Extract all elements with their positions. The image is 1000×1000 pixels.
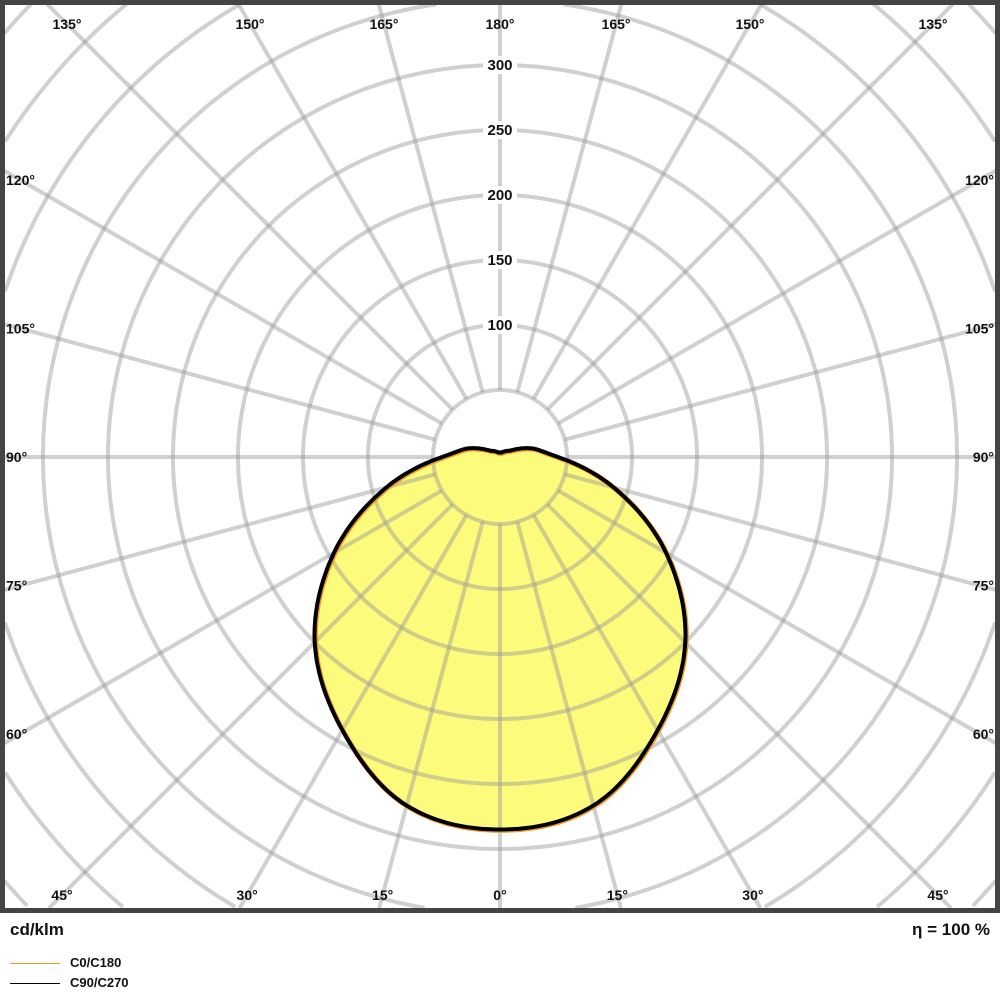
angle-label: 30°: [742, 887, 763, 903]
angle-label: 15°: [607, 887, 628, 903]
radial-tick-label: 150: [487, 252, 512, 269]
angle-label: 180°: [486, 16, 515, 32]
grid-radial-line: [4, 322, 436, 442]
grid-radial-line: [557, 168, 996, 426]
radial-tick-label: 300: [487, 57, 512, 74]
angle-label: 45°: [51, 887, 72, 903]
angle-label: 120°: [6, 172, 35, 188]
angle-label: 165°: [602, 16, 631, 32]
efficiency-label: η = 100 %: [912, 920, 990, 939]
grid-radial-line: [545, 4, 955, 412]
intensity-fill-area: [314, 448, 686, 830]
angle-label: 60°: [6, 726, 27, 742]
legend-label-c90: C90/C270: [70, 975, 129, 990]
angle-label: 105°: [6, 320, 35, 336]
angle-label: 75°: [973, 578, 994, 594]
grid-circle: [4, 4, 996, 908]
radial-tick-bg: [483, 121, 517, 139]
grid-radial-line: [515, 4, 624, 393]
radial-tick-bg: [483, 316, 517, 334]
angle-label: 135°: [919, 16, 948, 32]
grid-radial-line: [545, 502, 953, 908]
angle-label: 45°: [927, 887, 948, 903]
radial-tick-bg: [483, 56, 517, 74]
grid-circle: [431, 388, 569, 526]
grid-radial-line: [515, 521, 623, 908]
angle-label: 75°: [6, 578, 27, 594]
radial-tick-bg: [483, 186, 517, 204]
grid-radial-line: [564, 322, 996, 442]
angle-label: 90°: [6, 449, 27, 465]
grid-radial-line: [236, 4, 469, 400]
grid-circle: [4, 4, 996, 908]
grid-radial-line: [45, 4, 455, 412]
angle-label: 150°: [236, 16, 265, 32]
grid-radial-line: [564, 472, 996, 592]
angle-label: 150°: [736, 16, 765, 32]
grid-radial-line: [531, 514, 763, 908]
angle-label: 90°: [973, 449, 994, 465]
radial-tick-label: 250: [487, 122, 512, 139]
grid-radial-line: [4, 488, 443, 746]
angle-label: 30°: [237, 887, 258, 903]
legend-swatch-c0: [10, 963, 60, 965]
radial-tick-bg: [483, 251, 517, 269]
grid-radial-line: [237, 514, 469, 908]
chart-frame: [0, 0, 1000, 913]
grid-circle: [41, 4, 959, 908]
angle-label: 105°: [965, 320, 994, 336]
legend-swatch-c90: [10, 983, 60, 985]
grid-circle: [4, 4, 996, 908]
angle-label: 165°: [369, 16, 398, 32]
grid-radial-line: [557, 488, 996, 746]
grid-radial-line: [4, 472, 436, 592]
grid-radial-line: [4, 168, 443, 426]
unit-label: cd/klm: [10, 920, 64, 939]
angle-label: 15°: [372, 887, 393, 903]
radial-tick-label: 200: [487, 187, 512, 204]
legend-label-c0: C0/C180: [70, 955, 122, 970]
angle-label: 60°: [973, 726, 994, 742]
grid-radial-line: [377, 521, 485, 908]
grid-radial-line: [47, 502, 455, 908]
grid-radial-line: [376, 4, 485, 393]
legend-item-c90: C90/C270: [10, 975, 129, 990]
legend-item-c0: C0/C180: [10, 955, 121, 970]
angle-label: 135°: [53, 16, 82, 32]
angle-label: 0°: [493, 887, 506, 903]
series-curve-c90-c270: [312, 446, 688, 832]
radial-tick-label: 100: [487, 317, 512, 334]
angle-label: 120°: [965, 172, 994, 188]
grid-radial-line: [531, 4, 764, 400]
